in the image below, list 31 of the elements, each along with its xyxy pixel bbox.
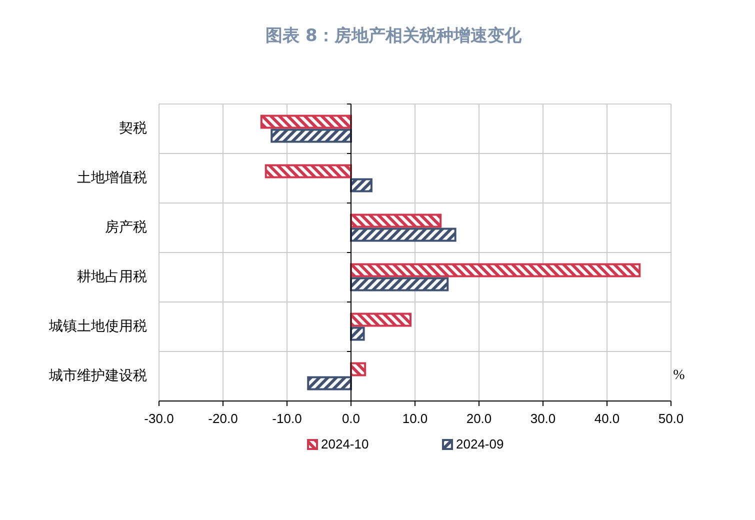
bar xyxy=(350,214,442,228)
bar xyxy=(307,376,352,390)
x-tick-label: 30.0 xyxy=(530,411,556,426)
x-tick-label: 40.0 xyxy=(594,411,620,426)
x-tick-label: -30.0 xyxy=(144,411,174,426)
legend-label: 2024-09 xyxy=(456,436,504,452)
y-tick-label: 土地增值税 xyxy=(77,170,147,186)
bar xyxy=(260,114,352,129)
bar xyxy=(264,164,352,178)
text: % xyxy=(673,368,686,383)
x-tick-label: 50.0 xyxy=(658,411,684,426)
bar xyxy=(350,228,456,242)
y-tick-label: 房产税 xyxy=(105,220,147,236)
x-tick-label: 20.0 xyxy=(466,411,492,426)
y-tick-label: 耕地占用税 xyxy=(77,269,147,286)
bar xyxy=(350,312,412,327)
bar xyxy=(350,263,641,278)
y-tick-label: 城镇土地使用税 xyxy=(48,318,147,335)
y-tick-label: 城市维护建设税 xyxy=(48,368,147,384)
x-tick-label: 10.0 xyxy=(402,411,428,426)
x-tick-label: 0.0 xyxy=(342,411,360,426)
bar xyxy=(350,178,372,192)
x-tick-label: -10.0 xyxy=(272,411,302,426)
x-tick-label: -20.0 xyxy=(208,411,238,426)
bar xyxy=(350,277,449,292)
chart-title: 图表 8：房地产相关税种增速变化 xyxy=(266,26,522,46)
bar xyxy=(350,326,365,341)
bar xyxy=(350,362,366,376)
legend-label: 2024-10 xyxy=(321,436,369,452)
y-tick-label: 契税 xyxy=(119,120,147,137)
bar xyxy=(270,128,352,143)
